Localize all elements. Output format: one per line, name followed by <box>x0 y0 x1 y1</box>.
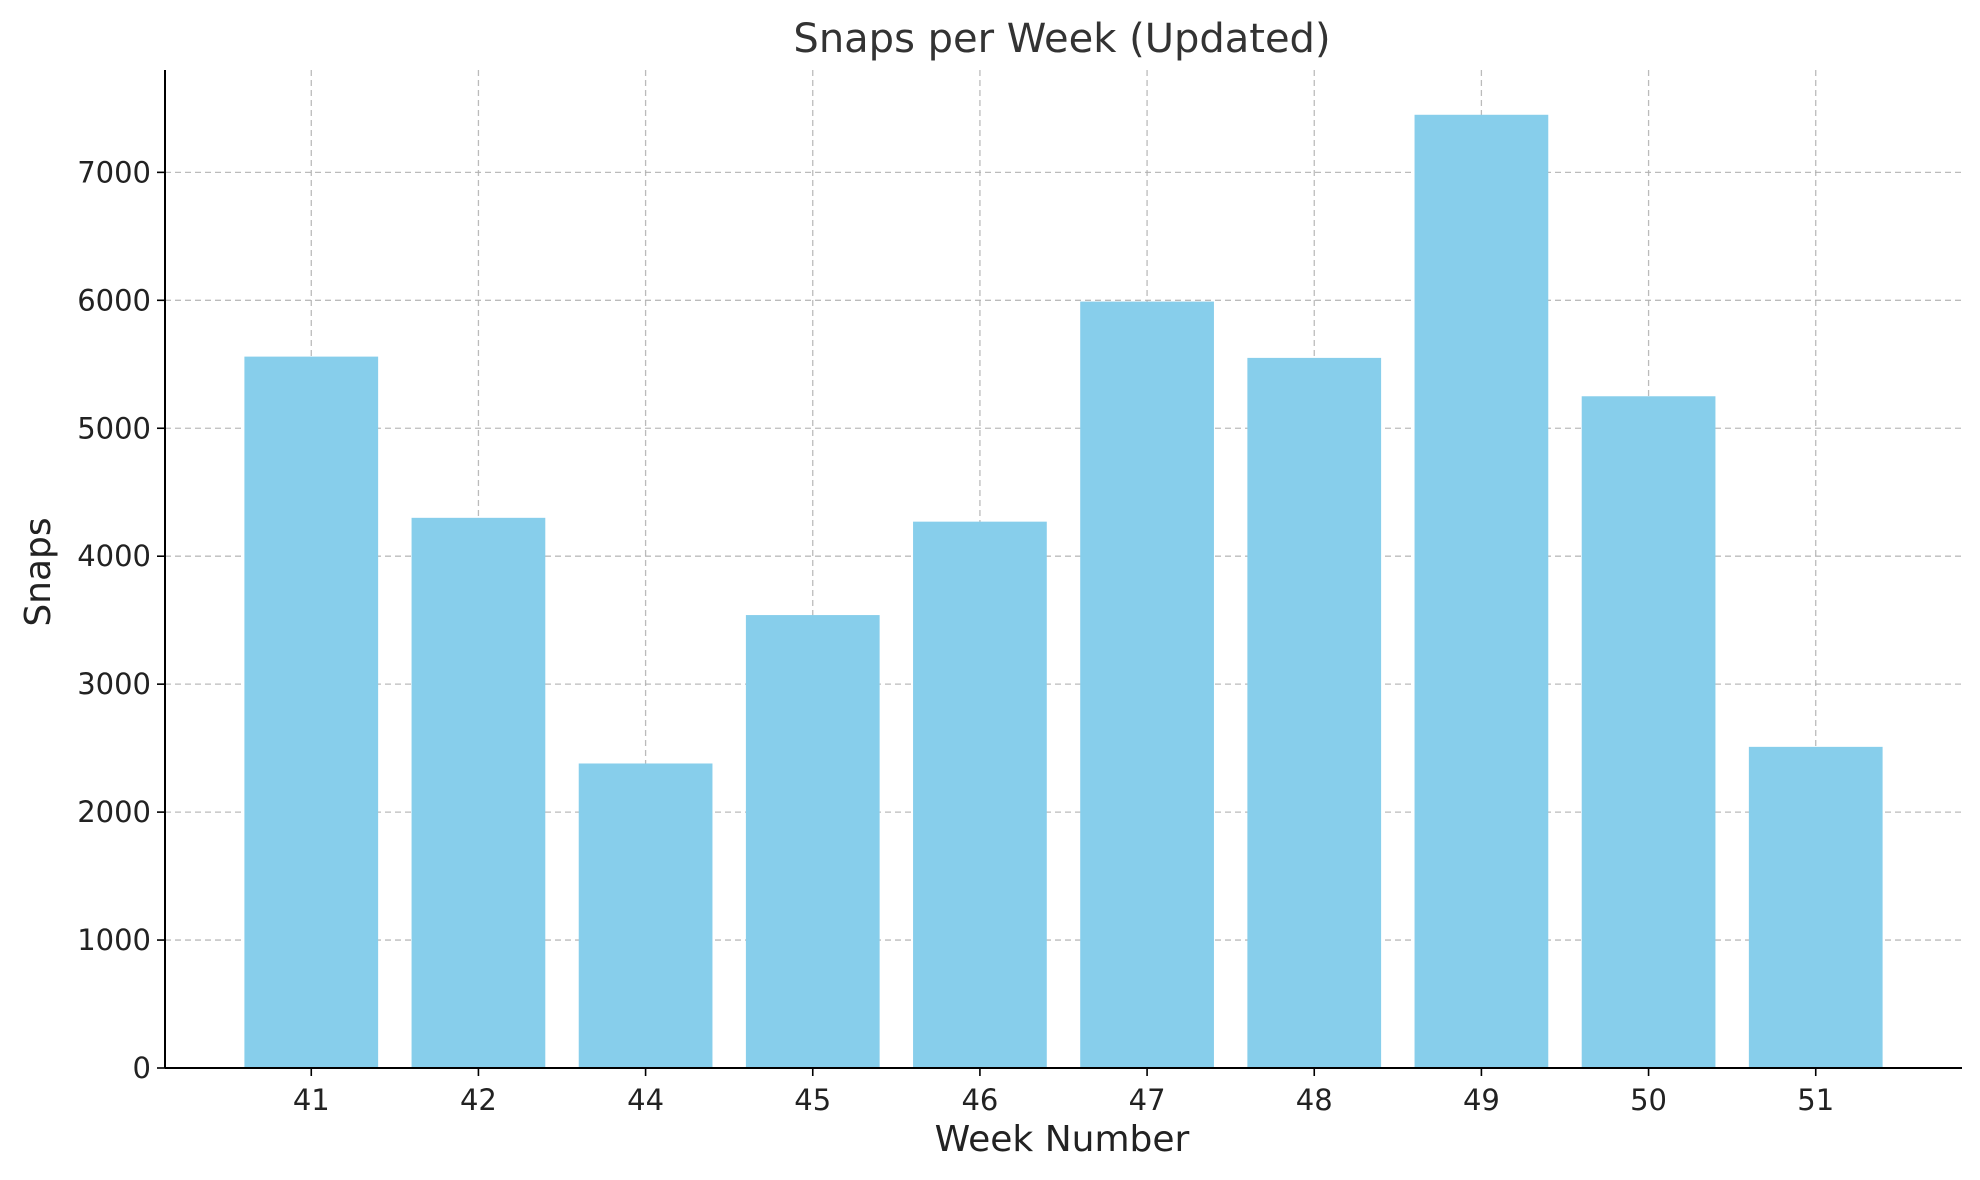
y-tick-label: 7000 <box>77 155 151 189</box>
bar-week-48 <box>1247 357 1382 1068</box>
bar-week-45 <box>745 615 880 1068</box>
y-tick-label: 4000 <box>77 539 151 573</box>
x-tick-label: 42 <box>460 1083 497 1117</box>
x-tick-label: 49 <box>1463 1083 1500 1117</box>
bar-week-47 <box>1080 301 1214 1069</box>
bar-week-49 <box>1414 114 1549 1069</box>
y-tick-label: 1000 <box>77 923 151 957</box>
bar-week-50 <box>1581 396 1716 1068</box>
y-tick-label: 0 <box>133 1051 151 1085</box>
axes <box>157 70 1962 1076</box>
x-tick-label: 41 <box>293 1083 330 1117</box>
y-tick-labels: 0 1000 2000 3000 4000 5000 6000 7000 <box>77 155 151 1085</box>
bar-week-51 <box>1748 746 1883 1068</box>
y-axis-label: Snaps <box>18 517 59 626</box>
x-tick-label: 48 <box>1296 1083 1333 1117</box>
y-tick-label: 5000 <box>77 411 151 445</box>
x-tick-label: 51 <box>1797 1083 1834 1117</box>
x-tick-labels: 41 42 44 45 46 47 48 49 50 51 <box>293 1083 1834 1117</box>
bar-week-42 <box>411 517 546 1068</box>
bar-week-41 <box>244 356 379 1069</box>
chart-title: Snaps per Week (Updated) <box>793 16 1330 62</box>
x-tick-label: 50 <box>1630 1083 1667 1117</box>
bars <box>244 114 1883 1069</box>
bar-week-46 <box>913 521 1047 1068</box>
x-axis-label: Week Number <box>935 1119 1190 1160</box>
x-tick-label: 45 <box>794 1083 831 1117</box>
bar-week-44 <box>578 763 713 1068</box>
x-tick-label: 44 <box>627 1083 664 1117</box>
x-tick-label: 46 <box>961 1083 998 1117</box>
y-tick-label: 3000 <box>77 667 151 701</box>
y-tick-label: 6000 <box>77 283 151 317</box>
y-tick-label: 2000 <box>77 795 151 829</box>
x-tick-label: 47 <box>1129 1083 1166 1117</box>
